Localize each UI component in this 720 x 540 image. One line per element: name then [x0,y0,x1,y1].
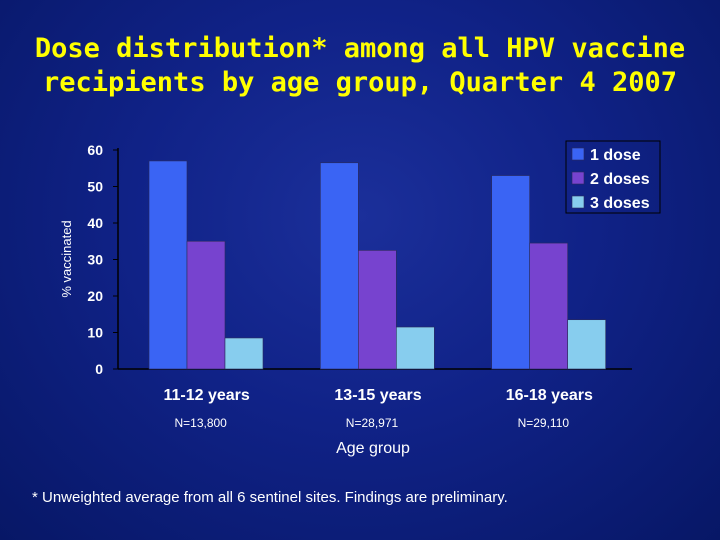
title-line-1: Dose distribution* among all HPV vaccine [34,33,686,64]
bar-1-2 [186,240,226,370]
bar-1-3 [224,337,264,370]
title-line-2: recipients by age group, Quarter 4 2007 [43,67,677,98]
y-tick-label: 40 [87,215,103,231]
legend-box [565,140,661,214]
legend-swatch [571,195,585,209]
y-tick-label: 50 [87,179,103,195]
y-tick-label: 0 [95,361,103,377]
bar-3-2 [529,242,568,370]
y-tick-label: 30 [87,252,103,268]
y-axis-title: % vaccinated [59,220,74,297]
x-category-label: 16-18 years [506,387,593,404]
legend-label: 2 doses [590,171,650,188]
y-tick-label: 20 [87,288,103,304]
x-axis-title: Age group [336,440,410,457]
bar-2-2 [358,250,397,370]
legend-label: 3 doses [590,195,650,212]
footnote: * Unweighted average from all 6 sentinel… [32,489,508,506]
x-category-sublabel: N=29,110 [518,416,570,430]
bar-3-3 [567,319,606,370]
legend-swatch [571,147,585,161]
bar-3-1 [491,175,530,370]
x-category-sublabel: N=13,800 [174,416,227,430]
y-tick-label: 60 [87,142,103,158]
x-category-label: 11-12 years [164,387,250,404]
slide-title: Dose distribution* among all HPV vaccine… [0,32,720,100]
bar-1-1 [148,160,188,370]
legend-swatch [571,171,585,185]
y-tick-label: 10 [87,325,103,341]
bar-2-3 [396,326,435,370]
legend-label: 1 dose [590,147,641,164]
x-category-label: 13-15 years [334,387,421,404]
bar-2-1 [320,162,359,370]
x-category-sublabel: N=28,971 [346,416,399,430]
